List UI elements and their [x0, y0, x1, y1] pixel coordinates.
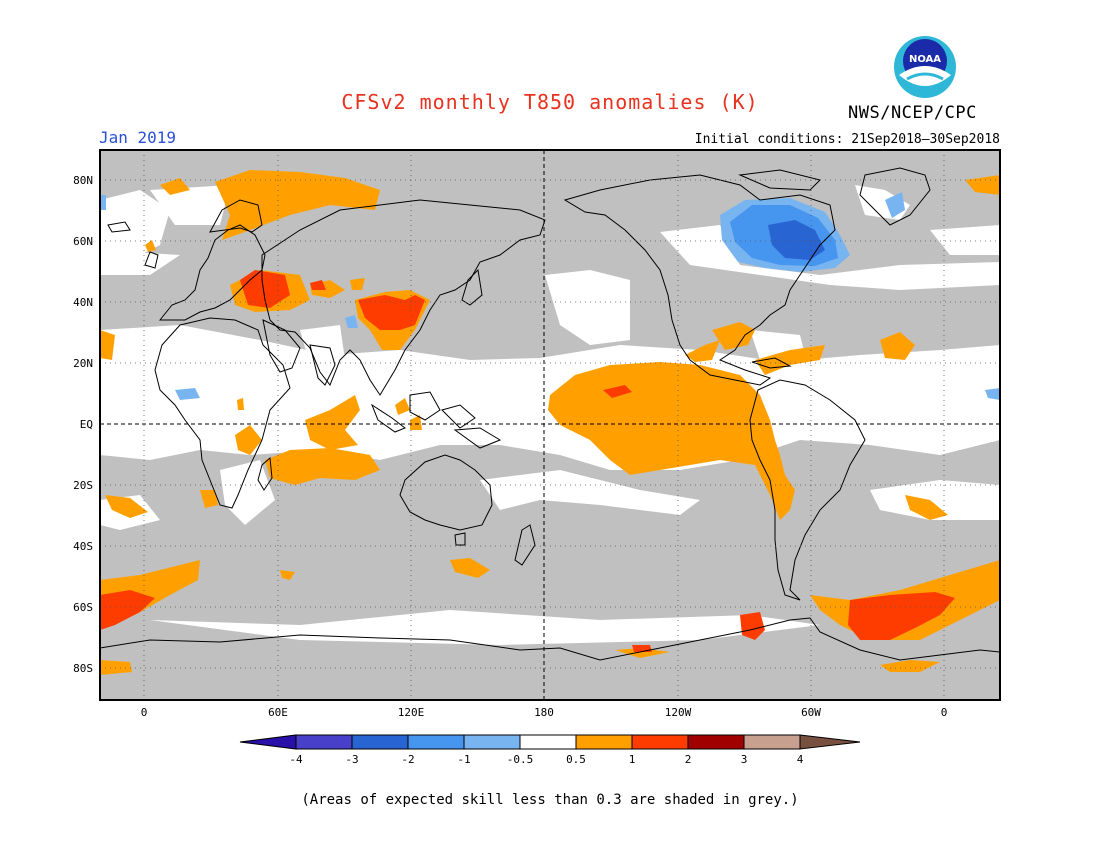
skill-footnote: (Areas of expected skill less than 0.3 a…: [301, 792, 799, 808]
lat-label: EQ: [80, 418, 93, 431]
map-frame: [99, 149, 1001, 701]
chart-title: CFSv2 monthly T850 anomalies (K): [341, 90, 759, 114]
colorbar-tick-label: -3: [345, 753, 358, 766]
colorbar-swatch: [519, 734, 577, 750]
colorbar-tick-label: 4: [797, 753, 804, 766]
forecast-month-label: Jan 2019: [99, 128, 177, 147]
strong-warm-anomaly-areas: [100, 270, 955, 652]
equator-dateline: [100, 150, 1000, 700]
lat-label: 60S: [73, 601, 93, 614]
colorbar-swatch: [463, 734, 521, 750]
lat-label: 80N: [73, 174, 93, 187]
initial-conditions-text: Initial conditions: 21Sep2018–30Sep2018: [694, 132, 1000, 147]
colorbar-tick-label: 3: [741, 753, 748, 766]
lon-label: 180: [534, 706, 554, 719]
map-field: [100, 150, 1000, 700]
lon-label: 0: [141, 706, 148, 719]
lat-label: 40N: [73, 296, 93, 309]
colorbar-labels: -4 -3 -2 -1 -0.5 0.5 1 2 3 4: [289, 753, 803, 766]
colorbar-swatch: [743, 734, 801, 750]
lat-label: 80S: [73, 662, 93, 675]
latitude-labels: 80N 60N 40N 20N EQ 20S 40S 60S 80S: [73, 174, 93, 675]
colorbar-tick-label: -4: [289, 753, 303, 766]
colorbar-swatch: [407, 734, 465, 750]
colorbar-tick-label: -0.5: [507, 753, 534, 766]
lat-label: 20S: [73, 479, 93, 492]
lat-label: 60N: [73, 235, 93, 248]
lon-label: 0: [941, 706, 948, 719]
longitude-labels: 0 60E 120E 180 120W 60W 0: [141, 706, 948, 719]
lon-label: 120W: [665, 706, 692, 719]
colorbar-tick-label: -1: [457, 753, 470, 766]
noaa-logo: NOAA: [894, 36, 956, 98]
lon-label: 60E: [268, 706, 288, 719]
colorbar-swatch: [631, 734, 689, 750]
coastlines: [100, 167, 1000, 661]
agency-label: NWS/NCEP/CPC: [848, 103, 977, 123]
colorbar-min-arrow: [239, 734, 297, 750]
colorbar-swatch: [351, 734, 409, 750]
colorbar-tick-label: 0.5: [566, 753, 586, 766]
colorbar-swatch: [575, 734, 633, 750]
colorbar-tick-label: 2: [685, 753, 692, 766]
lat-label: 20N: [73, 357, 93, 370]
colorbar-swatch: [295, 734, 353, 750]
colorbar-max-arrow: [799, 734, 861, 750]
colorbar-swatch: [687, 734, 745, 750]
colorbar-tick-label: -2: [401, 753, 414, 766]
noaa-logo-text: NOAA: [909, 54, 941, 65]
colorbar-tick-label: 1: [629, 753, 636, 766]
map-gridlines: [100, 150, 1000, 700]
lat-label: 40S: [73, 540, 93, 553]
colorbar: [239, 734, 861, 750]
lon-label: 120E: [398, 706, 425, 719]
lon-label: 60W: [801, 706, 821, 719]
